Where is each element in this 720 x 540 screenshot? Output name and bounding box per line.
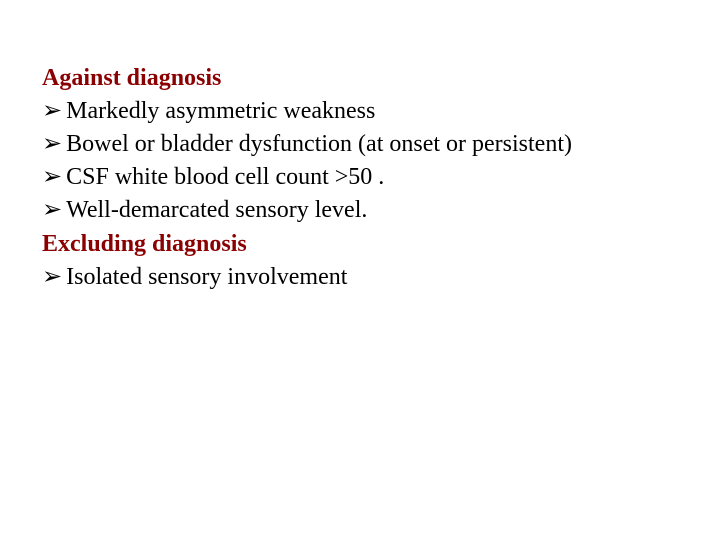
bullet-item: ➢Bowel or bladder dysfunction (at onset …	[42, 128, 690, 161]
chevron-right-icon: ➢	[42, 261, 62, 294]
bullet-text: Markedly asymmetric weakness	[66, 98, 375, 124]
bullet-text: Isolated sensory involvement	[66, 264, 347, 290]
bullet-text: CSF white blood cell count >50 .	[66, 164, 384, 190]
bullet-item: ➢Markedly asymmetric weakness	[42, 95, 690, 128]
chevron-right-icon: ➢	[42, 128, 62, 161]
heading-against-diagnosis: Against diagnosis	[42, 62, 690, 95]
slide-content: Against diagnosis ➢Markedly asymmetric w…	[0, 0, 720, 540]
bullet-text: Well-demarcated sensory level.	[66, 197, 367, 223]
heading-excluding-diagnosis: Excluding diagnosis	[42, 228, 690, 261]
bullet-item: ➢Well-demarcated sensory level.	[42, 194, 690, 227]
chevron-right-icon: ➢	[42, 194, 62, 227]
chevron-right-icon: ➢	[42, 161, 62, 194]
bullet-item: ➢CSF white blood cell count >50 .	[42, 161, 690, 194]
chevron-right-icon: ➢	[42, 95, 62, 128]
bullet-text: Bowel or bladder dysfunction (at onset o…	[66, 131, 572, 157]
bullet-item: ➢Isolated sensory involvement	[42, 261, 690, 294]
